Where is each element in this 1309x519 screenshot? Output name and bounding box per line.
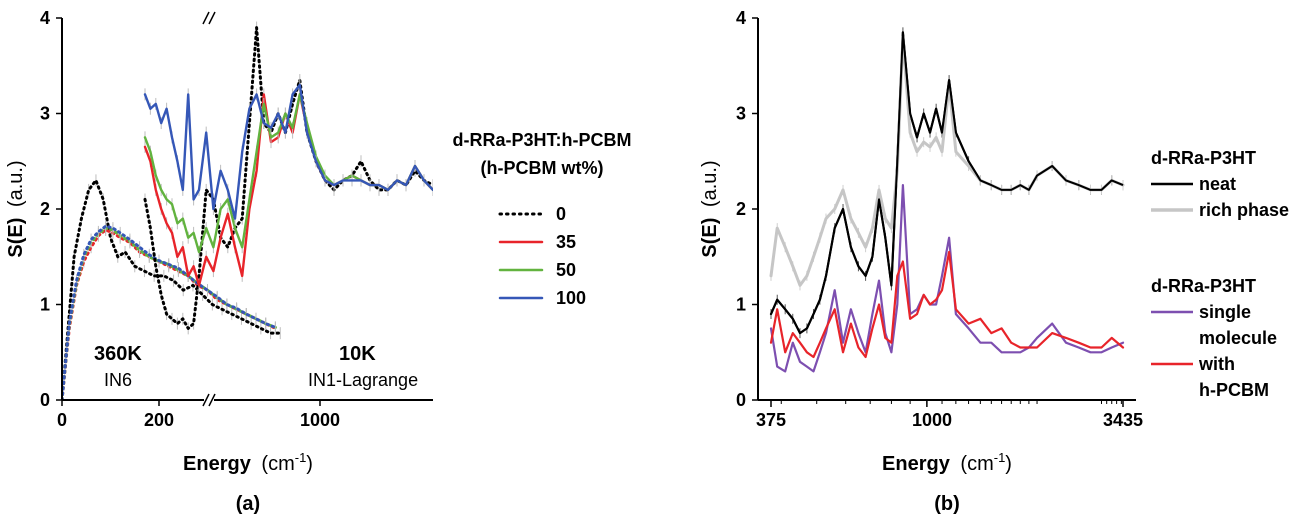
panel-a-y-axis-label: S(E) (a.u.) [5,160,27,257]
panel-a: 0 1 2 3 4 0 200 1000 Energy (cm-1) S(E) (a.u… [5,8,433,515]
panel-b-y-axis-title: S(E) [699,218,721,258]
panel-a-x-tick-label: 0 [57,410,67,430]
panel-a-plot [62,21,433,400]
panel-a-y-tick-label: 2 [40,199,50,219]
panel-a-legend-title-line2: (h-PCBM wt%) [481,158,604,178]
panel-b: 0 1 2 3 4 375 1000 3435 Energy (cm-1) S(E) (… [699,8,1143,515]
panel-b-legend-group1-title: d-RRa-P3HT [1151,148,1256,168]
panel-a-axis-break-bottom [202,393,216,407]
panel-a-lagrange-series-100-line [143,83,433,220]
panel-a-lagrange-series [143,21,433,335]
panel-b-label: (b) [934,493,960,515]
panel-a-legend-items: 0 35 50 100 [498,204,586,308]
panel-b-x-tick-label: 375 [756,410,786,430]
panel-a-legend-label: 35 [556,232,576,252]
panel-b-y-tick-label: 0 [736,390,746,410]
panel-b-series-line-single [769,184,1125,373]
panel-b-series [769,27,1125,373]
panel-a-annotation-left-temp: 360K [94,343,142,365]
panel-a-y-tick-label: 3 [40,104,50,124]
panel-a-y-tick-label: 0 [40,390,50,410]
panel-b-series-line-with [769,250,1125,359]
panel-b-legend-label: rich phase [1199,200,1289,220]
panel-a-legend-label: 100 [556,288,586,308]
panel-a-label: (a) [236,493,260,515]
panel-a-legend-label: 0 [556,204,566,224]
panel-b-x-axis-unit-close: ) [1005,453,1012,475]
panel-a-y-axis-unit: (a.u.) [5,160,27,207]
panel-b-series-line-neat-overlay [770,31,1124,335]
panel-b-legend-label-line2: molecule [1199,328,1277,348]
panel-b-x-axis-unit-sup: -1 [994,450,1006,465]
panel-b-y-axis-unit: (a.u.) [699,160,721,207]
panel-a-axis-break-top [202,11,216,25]
panel-a-x-axis-unit-close: ) [306,453,313,475]
panel-a-legend-title-line1: d-RRa-P3HT:h-PCBM [453,130,632,150]
panel-a-legend-label: 50 [556,260,576,280]
panel-a-annotation-right-temp: 10K [339,343,376,365]
panel-b-y-ticks: 0 1 2 3 4 [736,8,758,410]
panel-a-x-axis-title: Energy [183,453,252,475]
panel-b-x-tick-label: 1000 [912,410,952,430]
panel-b-x-tick-label: 3435 [1103,410,1143,430]
panel-b-legend-items: neat rich phase single molecule with h-PCBM [1151,174,1289,400]
panel-b-x-ticks [770,400,1124,407]
panel-a-x-axis-unit: (cm [261,453,294,475]
panel-a-annotation-right-instr: IN1-Lagrange [308,370,418,390]
panel-b-legend-label: with [1198,354,1235,374]
panel-b-legend-label: neat [1199,174,1236,194]
panel-a-y-axis-title: S(E) [5,218,27,258]
panel-a-lagrange-series-0-line [143,26,433,330]
panel-b-x-axis-unit: (cm [960,453,993,475]
panel-b-y-tick-label: 2 [736,199,746,219]
panel-b-plot [769,27,1125,373]
panel-a-x-ticks: 0 200 1000 [57,400,340,430]
panel-b-x-axis-label: Energy (cm-1) [882,450,1012,475]
panel-a-x-tick-label: 1000 [300,410,340,430]
panel-b-y-tick-label: 3 [736,104,746,124]
panel-a-x-axis-label: Energy (cm-1) [183,450,313,475]
panel-a-legend: d-RRa-P3HT:h-PCBM (h-PCBM wt%) 0 35 50 100 [453,130,632,308]
panel-a-y-tick-label: 1 [40,295,50,315]
panel-b-x-tick-labels: 375 1000 3435 [756,410,1143,430]
panel-a-in6-series-100-line [62,224,277,400]
panel-b-y-tick-label: 1 [736,295,746,315]
panel-b-y-tick-label: 4 [736,8,746,28]
panel-b-legend-label-line2: h-PCBM [1199,380,1269,400]
panel-a-y-tick-label: 4 [40,8,50,28]
panel-a-annotation-left-instr: IN6 [104,370,132,390]
panel-b-legend-label: single [1199,302,1251,322]
panel-b-x-axis-title: Energy [882,453,951,475]
panel-a-x-tick-label: 200 [144,410,174,430]
panel-a-x-axis-unit-sup: -1 [295,450,307,465]
panel-b-legend-group2-title: d-RRa-P3HT [1151,276,1256,296]
panel-a-y-ticks: 0 1 2 3 4 [40,8,62,410]
panel-b-legend: d-RRa-P3HT d-RRa-P3HT neat rich phase sing… [1151,148,1289,400]
panel-b-y-axis-label: S(E) (a.u.) [699,160,721,257]
